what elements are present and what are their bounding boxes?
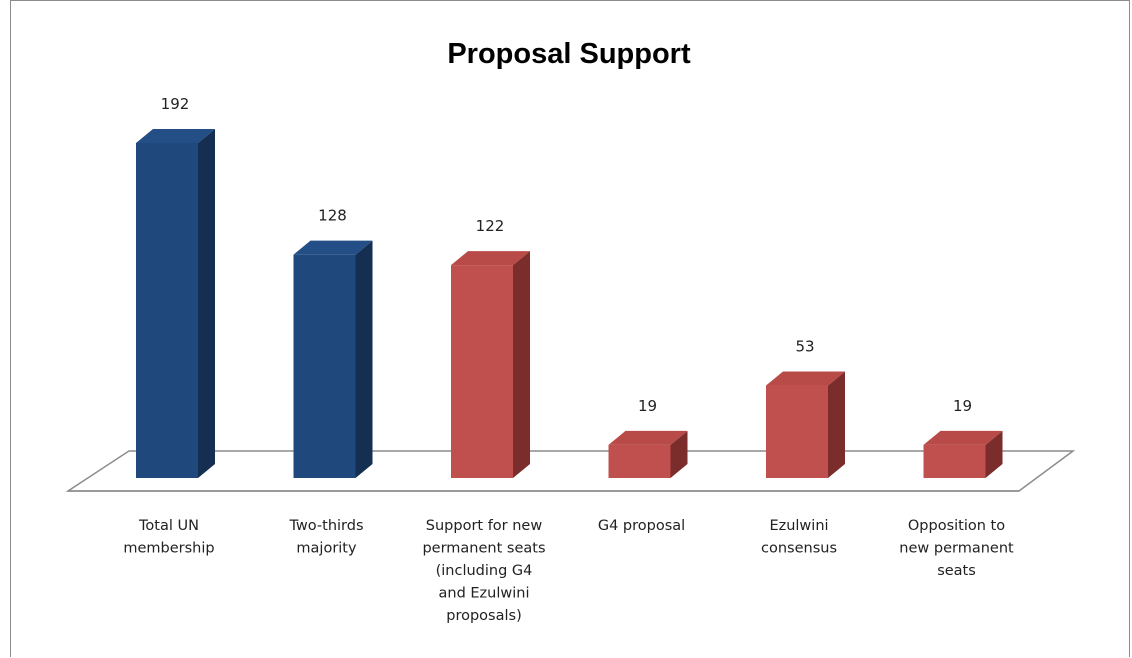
bar-4: 53 [766, 338, 845, 478]
category-label-line: Ezulwini [769, 518, 828, 534]
data-label: 19 [638, 397, 657, 415]
category-label-line: G4 proposal [598, 518, 685, 534]
chart-frame: Proposal Support 192 128 122 19 53 19 Total U… [10, 0, 1130, 657]
category-label: Two-thirds majority [288, 518, 363, 557]
category-label: Ezulwini consensus [761, 518, 837, 557]
data-label: 53 [795, 338, 814, 356]
bar-5: 19 [923, 397, 1003, 478]
bar-side [828, 371, 845, 478]
category-label: G4 proposal [598, 518, 685, 534]
floor-plane [65, 450, 1076, 492]
category-label-line: majority [296, 541, 357, 557]
category-label-line: proposals) [446, 608, 521, 624]
data-label: 192 [161, 95, 190, 113]
bar-3: 19 [608, 397, 688, 478]
bar-side [985, 430, 1003, 478]
category-label: Opposition to new permanent seats [899, 518, 1014, 579]
category-label-line: Support for new [426, 518, 543, 534]
data-label: 128 [318, 207, 347, 225]
category-label-line: Total UN [138, 518, 199, 534]
category-label-line: permanent seats [422, 541, 545, 557]
bar-side [198, 129, 215, 478]
data-label: 19 [953, 397, 972, 415]
bar-1: 128 [293, 207, 373, 478]
bar-2: 122 [451, 217, 530, 478]
bar-chart: Proposal Support 192 128 122 19 53 19 Total U… [65, 38, 1076, 624]
bar-top [451, 251, 530, 266]
bar-top [608, 430, 688, 445]
category-label-line: Opposition to [908, 518, 1005, 534]
bar-top [923, 430, 1003, 445]
category-label-line: and Ezulwini [439, 586, 530, 602]
category-labels: Total UN membership Two-thirds majority Supp… [123, 518, 1014, 624]
bar-side [670, 430, 688, 478]
category-label-line: Two-thirds [288, 518, 363, 534]
bar-front [293, 254, 356, 478]
chart-title: Proposal Support [447, 38, 691, 70]
bar-side [513, 251, 530, 478]
category-label-line: new permanent [899, 541, 1014, 557]
bar-top [293, 240, 373, 255]
bar-front [451, 265, 513, 478]
bar-front [923, 444, 986, 478]
category-label-line: (including G4 [436, 563, 533, 579]
bar-front [608, 444, 671, 478]
bar-front [136, 143, 198, 478]
category-label-line: membership [123, 541, 214, 557]
chart-floor [65, 450, 1076, 492]
bar-0: 192 [136, 95, 215, 478]
bar-top [136, 129, 215, 143]
data-label: 122 [476, 217, 505, 235]
bar-front [766, 385, 828, 478]
category-label: Total UN membership [123, 518, 214, 557]
bar-top [766, 371, 845, 386]
category-label: Support for new permanent seats (including… [422, 518, 545, 624]
bar-side [355, 240, 373, 478]
category-label-line: consensus [761, 541, 837, 557]
category-label-line: seats [937, 563, 976, 579]
bars-group: 192 128 122 19 53 19 [136, 95, 1003, 478]
